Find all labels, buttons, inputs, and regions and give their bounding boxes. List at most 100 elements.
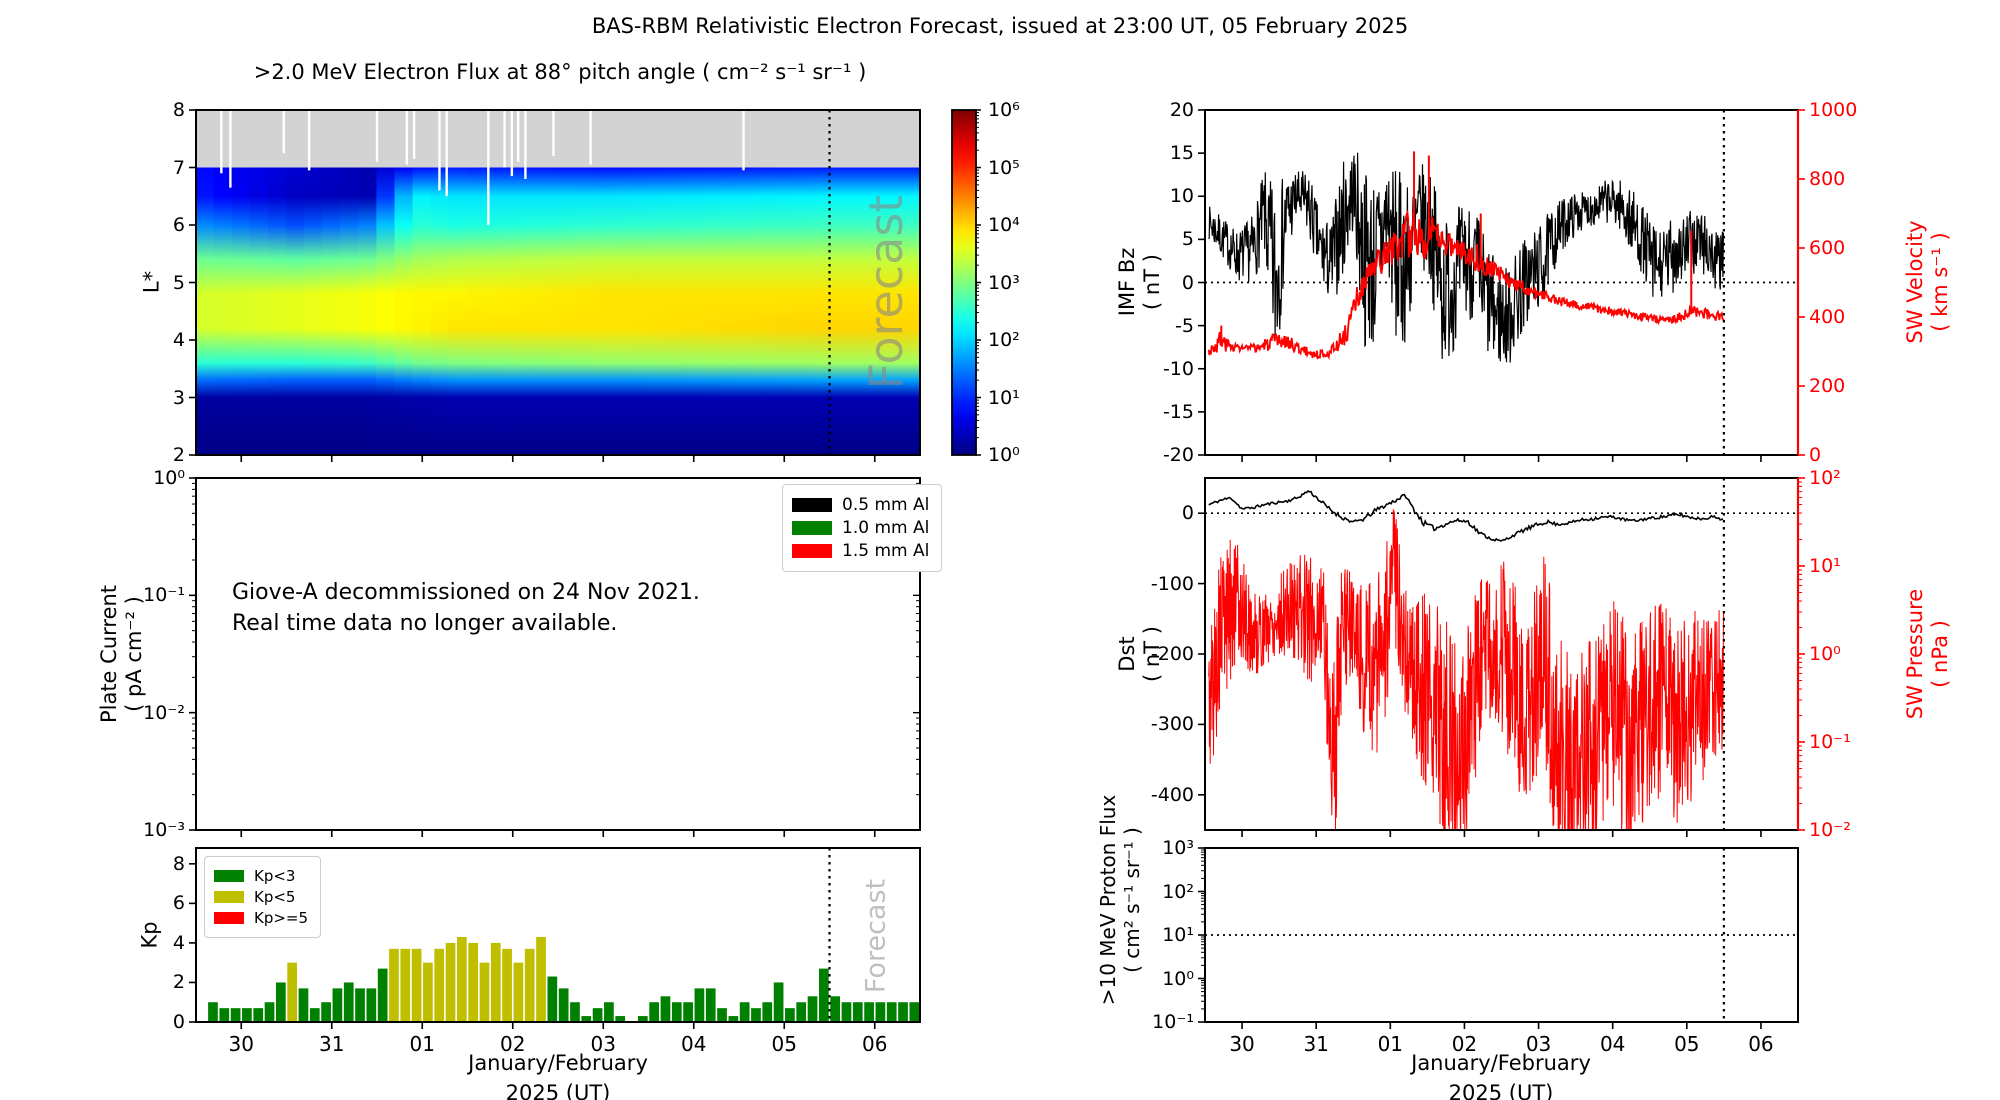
tick-label: 2 [172,444,185,466]
tick-label: 8 [172,99,185,121]
tick-label: 800 [1809,168,1846,190]
giove-annotation: Giove-A decommissioned on 24 Nov 2021. R… [232,580,700,636]
tick-label: 04 [1599,1032,1626,1056]
imf-velocity-series [1207,151,1725,363]
tick-label: 15 [1169,142,1194,165]
tick-label: 04 [681,1032,707,1056]
kp-bars [208,936,920,1022]
legend-label: 1.5 mm Al [842,541,930,561]
colorbar [951,109,977,456]
axis-label-sw-pressure: SW Pressure ( nPa ) [1902,588,1952,720]
tick-label: 10⁰ [1809,643,1841,665]
legend-swatch [214,870,244,882]
legend-label: Kp<3 [254,867,296,885]
tick-label: -300 [1150,713,1194,736]
axis-label-lstar: L* [139,270,164,294]
tick-label: -20 [1162,444,1194,466]
axis-label-dst: Dst ( nT ) [1114,626,1164,682]
tick-label: -400 [1150,783,1194,806]
tick-label: 10⁻² [143,701,185,724]
tick-label: 20 [1169,99,1194,121]
tick-label: 0 [1181,271,1194,294]
tick-label: 10⁻¹ [1152,1011,1194,1033]
tick-label: 10⁻² [1809,819,1851,841]
tick-label: 30 [228,1032,254,1056]
legend-swatch [792,498,832,512]
axis-label-sw-velocity: SW Velocity ( km s⁻¹ ) [1902,220,1952,344]
tick-label: 03 [590,1032,616,1056]
tick-label: 600 [1809,237,1846,259]
tick-label: 0 [172,1011,185,1033]
colorbar-tick-label: 10⁰ [988,444,1020,466]
tick-label: 7 [172,156,185,179]
tick-label: 31 [1303,1032,1329,1056]
colorbar-tick-label: 10⁶ [988,99,1020,121]
tick-label: 01 [1377,1032,1404,1056]
tick-label: 6 [172,214,185,236]
axis-label-kp: Kp [137,921,162,949]
tick-label: 4 [172,931,185,954]
tick-label: 10⁻³ [143,819,185,841]
legend-swatch [214,912,244,924]
legend-label: Kp<5 [254,888,296,906]
legend-swatch [792,544,832,558]
axis-label-imf-bz: IMF Bz ( nT ) [1114,247,1164,317]
legend-swatch [792,521,832,535]
colorbar-tick-label: 10⁵ [988,156,1020,179]
tick-label: 10³ [1162,837,1194,859]
tick-label: 0 [1181,502,1194,525]
legend-label: 0.5 mm Al [842,495,930,515]
xaxis-label-right: January/February 2025 (UT) [1411,1051,1591,1100]
tick-label: 06 [862,1032,888,1056]
tick-label: 0 [1809,444,1822,466]
xaxis-label-left: January/February 2025 (UT) [468,1051,648,1100]
legend-item: 1.0 mm Al [792,518,929,538]
forecast-watermark-kp: Forecast [860,878,892,994]
tick-label: 10⁻¹ [1809,731,1851,753]
tick-label: -200 [1150,643,1194,665]
tick-label: 10¹ [1809,555,1841,577]
tick-label: 05 [771,1032,797,1056]
legend-label: Kp>=5 [254,909,309,927]
tick-label: 400 [1809,306,1846,328]
legend-label: 1.0 mm Al [842,518,930,538]
tick-label: -100 [1150,572,1194,595]
forecast-watermark-spectrogram: Forecast [859,194,913,390]
tick-label: 6 [172,892,185,915]
tick-label: 02 [1451,1032,1478,1056]
tick-label: -5 [1175,314,1194,337]
legend-item: Kp<5 [214,888,308,906]
tick-label: 5 [1181,228,1194,251]
tick-label: 200 [1809,375,1846,397]
axis-label-plate-current: Plate Current ( pA cm⁻² ) [96,584,146,724]
legend-item: 1.5 mm Al [792,541,929,561]
tick-label: 10⁻¹ [143,584,185,607]
colorbar-tick-label: 10⁴ [988,214,1020,236]
axis-label-proton-flux: >10 MeV Proton Flux ( cm² s⁻¹ sr⁻¹ ) [1096,794,1144,1006]
tick-label: 10² [1809,467,1841,489]
tick-label: 31 [319,1032,345,1056]
tick-label: -10 [1162,357,1194,380]
spectrogram-title: >2.0 MeV Electron Flux at 88° pitch angl… [253,60,867,84]
tick-label: 3 [172,386,185,409]
colorbar-tick-label: 10³ [988,271,1020,294]
legend-item: Kp>=5 [214,909,308,927]
tick-label: 05 [1674,1032,1700,1056]
dst-pressure-series [1208,489,1725,830]
tick-label: 01 [409,1032,435,1056]
tick-label: -15 [1162,400,1194,423]
tick-label: 2 [172,971,185,994]
legend-item: 0.5 mm Al [792,495,929,515]
tick-label: 5 [172,271,185,294]
kp-legend: Kp<3 Kp<5 Kp>=5 [204,856,322,938]
colorbar-tick-label: 10² [988,329,1020,351]
tick-label: 8 [172,852,185,875]
tick-label: 1000 [1809,99,1858,121]
tick-label: 02 [500,1032,526,1056]
tick-label: 06 [1748,1032,1774,1056]
tick-label: 10 [1169,185,1194,208]
tick-label: 10¹ [1162,924,1194,946]
spectrogram-heatmap [196,110,920,455]
